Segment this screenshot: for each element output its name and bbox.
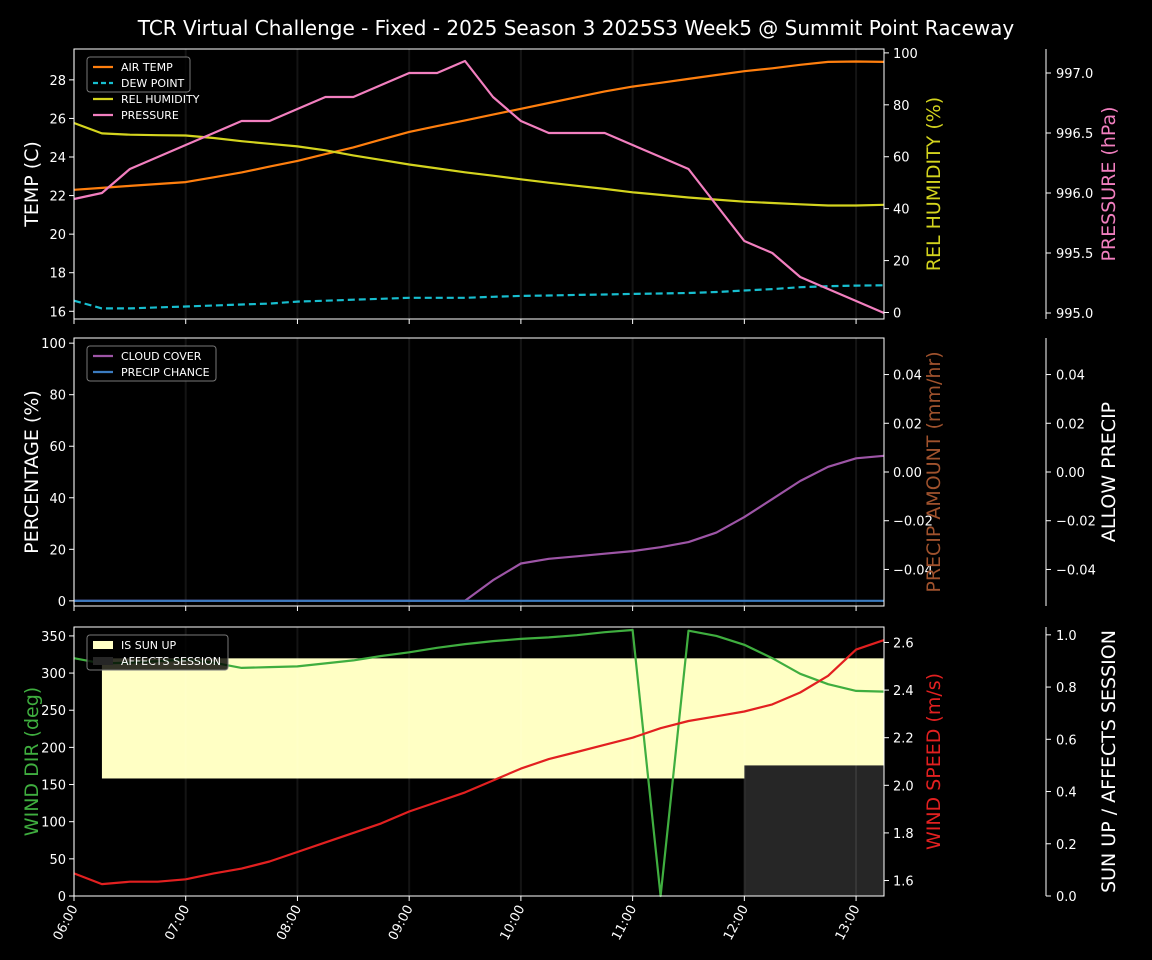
x-tick-label: 11:00 [609, 903, 640, 943]
legend-label: PRECIP CHANCE [121, 366, 210, 379]
left-tick-label: 26 [49, 112, 66, 127]
far-right-tick-label: −0.04 [1056, 563, 1096, 578]
left-axis-label: TEMP (C) [21, 141, 43, 228]
left-tick-label: 60 [49, 440, 66, 455]
left-tick-label: 200 [41, 741, 66, 756]
left-tick-label: 100 [41, 816, 66, 831]
left-axis-label: WIND DIR (deg) [21, 687, 43, 836]
x-tick-label: 08:00 [274, 903, 305, 943]
left-tick-label: 18 [49, 267, 66, 282]
far-right-tick-label: 0.02 [1056, 417, 1085, 432]
x-tick-label: 07:00 [162, 903, 193, 943]
far-right-tick-label: 0.00 [1056, 466, 1085, 481]
right-tick-label: 2.6 [893, 636, 914, 651]
series-air-temp [73, 60, 885, 191]
far-right-tick-label: 995.0 [1056, 307, 1093, 322]
far-right-tick-label: 0.0 [1056, 890, 1077, 905]
left-tick-label: 16 [49, 305, 66, 320]
right-axis-label: PRECIP AMOUNT (mm/hr) [923, 351, 945, 592]
far-right-axis-label: PRESSURE (hPa) [1098, 106, 1120, 261]
series-rel-humidity [73, 121, 885, 207]
far-right-tick-label: 996.5 [1056, 127, 1093, 142]
x-tick-label: 06:00 [51, 903, 82, 943]
legend [86, 56, 191, 117]
left-tick-label: 0 [58, 595, 66, 610]
right-tick-label: 20 [893, 255, 910, 270]
left-tick-label: 24 [49, 151, 66, 166]
legend-label: AFFECTS SESSION [121, 655, 221, 668]
series-wind-speed [73, 639, 885, 886]
series-dew-point [73, 284, 885, 310]
left-tick-label: 20 [49, 543, 66, 558]
right-tick-label: 100 [893, 47, 918, 62]
far-right-tick-label: 0.04 [1056, 369, 1085, 384]
band-affects-session [744, 765, 884, 896]
far-right-tick-label: 0.8 [1056, 681, 1077, 696]
right-tick-label: 0 [893, 307, 901, 322]
right-axis-label: REL HUMIDITY (%) [923, 97, 945, 271]
series-cloud-cover [74, 454, 885, 602]
right-tick-label: −0.02 [893, 515, 933, 530]
right-tick-label: 60 [893, 151, 910, 166]
legend-label: REL HUMIDITY [121, 93, 200, 106]
right-tick-label: 0.04 [893, 369, 922, 384]
left-tick-label: 350 [41, 630, 66, 645]
right-tick-label: 2.2 [893, 732, 914, 747]
x-tick-label: 09:00 [386, 903, 417, 943]
left-tick-label: 300 [41, 667, 66, 682]
far-right-tick-label: 0.2 [1056, 838, 1077, 853]
x-tick-label: 10:00 [498, 903, 529, 943]
right-axis-label: WIND SPEED (m/s) [923, 673, 945, 850]
right-tick-label: 0.00 [893, 466, 922, 481]
right-tick-label: 0.02 [893, 417, 922, 432]
left-tick-label: 20 [49, 228, 66, 243]
right-tick-label: 2.0 [893, 779, 914, 794]
far-right-tick-label: 1.0 [1056, 629, 1077, 644]
right-tick-label: 1.8 [893, 827, 914, 842]
left-tick-label: 40 [49, 492, 66, 507]
left-tick-label: 22 [49, 190, 66, 205]
left-axis-label: PERCENTAGE (%) [21, 390, 43, 554]
far-right-tick-label: 995.5 [1056, 247, 1093, 262]
legend [86, 634, 229, 671]
far-right-tick-label: 0.4 [1056, 786, 1077, 801]
legend [86, 345, 217, 382]
legend-box [86, 634, 229, 671]
legend-label: AIR TEMP [121, 61, 173, 74]
right-tick-label: 80 [893, 99, 910, 114]
left-tick-label: 50 [49, 853, 66, 868]
chart-title: TCR Virtual Challenge - Fixed - 2025 Sea… [137, 16, 1015, 40]
right-tick-label: 1.6 [893, 875, 914, 890]
legend-label: CLOUD COVER [121, 350, 202, 363]
left-tick-label: 250 [41, 704, 66, 719]
legend-box [86, 345, 217, 382]
far-right-tick-label: 0.6 [1056, 733, 1077, 748]
far-right-tick-label: −0.02 [1056, 515, 1096, 530]
left-tick-label: 100 [41, 337, 66, 352]
plot-frame [73, 626, 885, 897]
band-is-sun-up [101, 658, 885, 779]
x-tick-label: 13:00 [833, 903, 864, 943]
far-right-tick-label: 996.0 [1056, 187, 1093, 202]
legend-label: DEW POINT [121, 77, 185, 90]
left-tick-label: 0 [58, 890, 66, 905]
right-tick-label: −0.04 [893, 563, 933, 578]
x-tick-label: 12:00 [721, 903, 752, 943]
left-tick-label: 28 [49, 74, 66, 89]
legend-label: IS SUN UP [121, 639, 177, 652]
series-pressure [73, 59, 885, 315]
right-tick-label: 2.4 [893, 684, 914, 699]
legend-label: PRESSURE [121, 109, 179, 122]
left-tick-label: 150 [41, 779, 66, 794]
far-right-tick-label: 997.0 [1056, 67, 1093, 82]
right-tick-label: 40 [893, 203, 910, 218]
left-tick-label: 80 [49, 389, 66, 404]
far-right-axis-label: SUN UP / AFFECTS SESSION [1098, 630, 1120, 893]
legend-swatch [93, 657, 113, 665]
plot-frame [73, 48, 885, 320]
legend-swatch [93, 641, 113, 649]
far-right-axis-label: ALLOW PRECIP [1098, 402, 1120, 542]
